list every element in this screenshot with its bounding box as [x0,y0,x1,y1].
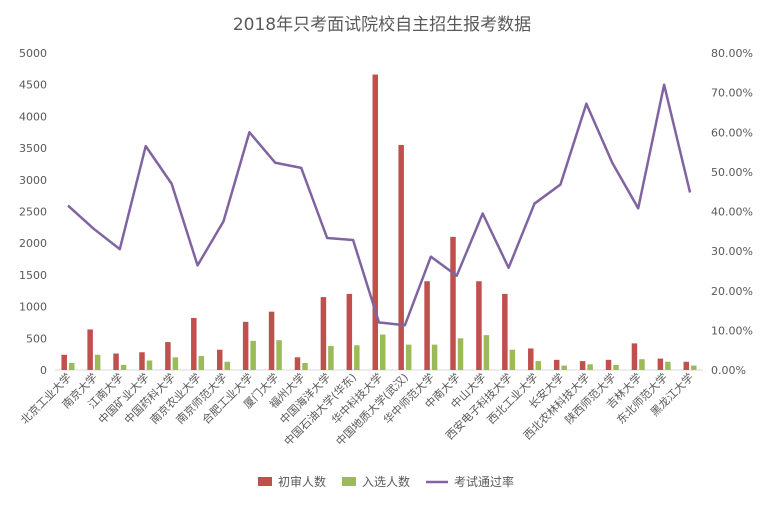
bar-screened [269,312,275,370]
bar-screened [217,350,223,370]
bar-selected [536,361,542,370]
y-left-tick-label: 2500 [19,206,47,219]
y-right-tick-label: 80.00% [711,47,753,60]
y-left-tick-label: 0 [40,364,47,377]
bar-screened [502,294,508,370]
bar-selected [147,360,153,370]
bar-selected [510,350,515,370]
y-right-tick-label: 0.00% [711,364,746,377]
bar-screened [243,322,249,370]
bar-selected [561,366,567,370]
legend: 初审人数 入选人数 考试通过率 [258,474,514,489]
pass-rate-line [68,85,690,326]
bar-selected [302,363,308,370]
bar-selected [406,345,412,370]
y-left-tick-label: 2000 [19,237,47,250]
bar-screened [658,359,664,370]
y-left-tick-label: 4000 [19,110,47,123]
legend-swatch [342,477,356,486]
bar-selected [432,345,438,370]
bar-screened [632,343,638,370]
bar-screened [528,348,534,370]
bar-screened [424,281,430,370]
bar-selected [691,366,697,370]
bar-selected [354,345,360,370]
bar-selected [328,346,334,370]
bar-screened [295,357,301,370]
y-right-tick-label: 70.00% [711,87,753,100]
bar-screened [165,342,171,370]
bar-screened [191,318,197,370]
y-left-tick-label: 1500 [19,269,47,282]
bar-selected [587,364,593,370]
y-left-tick-label: 1000 [19,301,47,314]
bar-screened [113,354,119,370]
bar-selected [250,341,256,370]
legend-label: 初审人数 [278,474,326,489]
bar-selected [199,356,205,370]
bar-screened [684,362,690,370]
y-left-tick-label: 3500 [19,142,47,155]
y-left-tick-label: 3000 [19,174,47,187]
bar-selected [121,365,127,370]
bar-screened [476,281,482,370]
bar-screened [347,294,353,370]
bar-selected [613,365,619,370]
bar-selected [458,338,464,370]
bar-screened [139,352,145,370]
y-right-tick-label: 30.00% [711,245,753,258]
bar-selected [173,357,179,370]
bar-selected [665,362,671,370]
bars [61,75,696,370]
bar-screened [61,355,67,370]
y-right-tick-label: 40.00% [711,206,753,219]
bar-selected [69,363,75,370]
chart-title: 2018年只考面试院校自主招生报考数据 [233,15,531,35]
bar-screened [321,297,327,370]
y-right-tick-label: 50.00% [711,166,753,179]
y-left-tick-label: 500 [26,332,47,345]
x-tick-labels: 北京工业大学南京大学江南大学中国矿业大学中国药科大学南京农业大学南京师范大学合肥… [18,370,697,448]
y-right-tick-label: 20.00% [711,285,753,298]
bar-screened [87,329,93,370]
bar-selected [639,359,645,370]
bar-screened [580,361,586,370]
legend-label: 考试通过率 [454,474,514,489]
bar-screened [373,75,379,370]
rate-line [68,85,690,326]
bar-selected [484,335,490,370]
bar-screened [450,237,456,370]
legend-label: 入选人数 [362,474,410,489]
bar-selected [95,355,101,370]
y-left-tick-label: 5000 [19,47,47,60]
y-left-tick-label: 4500 [19,79,47,92]
legend-swatch [258,477,272,486]
y-right-tick-label: 60.00% [711,126,753,139]
bar-selected [380,335,386,371]
bar-selected [276,340,282,370]
bar-screened [398,145,404,370]
bar-screened [554,360,560,370]
y-right-tick-label: 10.00% [711,324,753,337]
bar-screened [606,360,612,370]
bar-selected [224,362,230,370]
